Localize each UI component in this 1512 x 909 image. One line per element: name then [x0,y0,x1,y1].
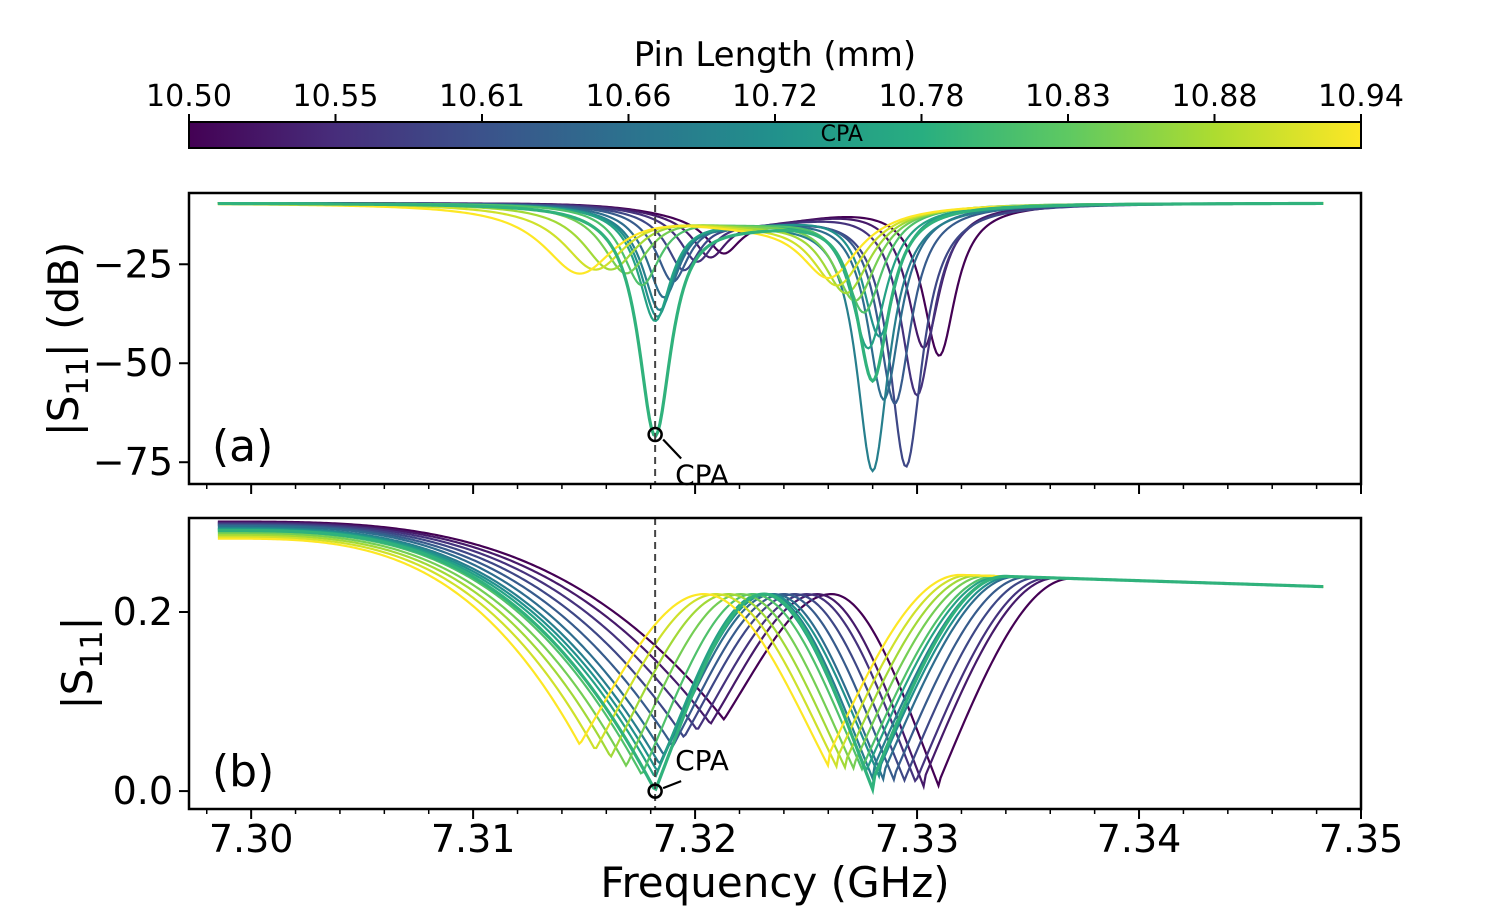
panel-b-y-ticks: 0.0 0.2 [113,590,189,813]
panel-a-y-label: |S11| (dB) [39,242,96,437]
y-tick-label: 0.2 [113,590,173,634]
colorbar-tick-labels: 10.50 10.55 10.61 10.66 10.72 10.78 10.83 10.88… [146,79,1404,122]
x-tick-label: 7.35 [1319,817,1404,861]
panel-b-cpa-marker [647,783,663,799]
colorbar-cpa-label: CPA [821,122,863,147]
y-tick-label: −25 [93,242,173,286]
series-line-13 [217,535,1324,770]
panel-a-cpa-arrow [662,438,682,460]
series-line-13 [217,202,1324,287]
panel-a-x-ticks [206,484,1362,494]
panel-a-y-ticks: −25 −50 −75 [93,242,189,484]
series-line-3 [217,523,1324,784]
panel-a-cpa-annotation: CPA [675,459,729,492]
series-line-7 [217,202,1324,338]
panel-a-tag: (a) [212,421,273,472]
colorbar-tick-label: 10.72 [732,79,818,114]
panel-b-y-label: |S11| [53,616,110,709]
colorbar-tick-label: 10.83 [1025,79,1111,114]
colorbar-tick-label: 10.61 [439,79,525,114]
panel-b-cpa-arrow [662,780,682,790]
x-tick-label: 7.34 [1097,817,1182,861]
series-line-10 [217,530,1324,775]
panel-a-series [217,201,1324,473]
colorbar-tick-label: 10.78 [879,79,965,114]
colorbar-tick-label: 10.94 [1318,79,1404,114]
series-line-5 [217,524,1324,783]
series-line-9 [217,528,1324,796]
panel-a: CPA −25 −50 −75 (a) |S11| (dB) [39,191,1363,494]
panel-b: CPA 0.00.2 7.30 7.31 7.32 7.33 7.34 7.35 (b) … [53,516,1404,861]
series-line-3 [217,202,1324,468]
colorbar: Pin Length (mm) 10.50 10.55 10.61 10.66 10.7… [146,35,1404,149]
panel-b-x-ticks: 7.30 7.31 7.32 7.33 7.34 7.35 [206,809,1404,861]
x-tick-label: 7.31 [431,817,516,861]
colorbar-tick-label: 10.66 [586,79,672,114]
series-line-11 [217,532,1324,772]
colorbar-tick-label: 10.88 [1172,79,1258,114]
x-tick-label: 7.30 [209,817,294,861]
series-line-9 [217,201,1324,438]
series-line-14 [217,537,1324,769]
series-line-2 [217,522,1324,784]
y-tick-label: −75 [93,440,173,484]
series-line-12 [217,533,1324,771]
colorbar-tick-label: 10.50 [146,79,232,114]
series-line-6 [217,526,1324,783]
panel-a-frame [187,191,1363,486]
series-line-12 [217,202,1324,295]
series-line-8 [217,528,1324,778]
colorbar-tick-label: 10.55 [293,79,379,114]
x-axis-label: Frequency (GHz) [600,858,949,907]
series-line-7 [217,527,1324,780]
colorbar-title: Pin Length (mm) [634,35,916,75]
x-tick-label: 7.32 [653,817,738,861]
panel-b-tag: (b) [212,746,274,797]
panel-b-cpa-annotation: CPA [675,744,729,777]
series-line-4 [217,524,1324,784]
y-tick-label: 0.0 [113,769,173,813]
colorbar-gradient [188,121,1362,149]
series-line-11 [217,202,1324,302]
series-line-6 [217,202,1324,473]
series-line-10 [217,202,1324,314]
panel-b-series [217,520,1324,796]
x-tick-label: 7.33 [875,817,960,861]
panel-b-frame [187,516,1363,811]
panel-a-cpa-marker [647,426,663,443]
y-tick-label: −50 [93,341,173,385]
series-line-14 [217,202,1324,280]
